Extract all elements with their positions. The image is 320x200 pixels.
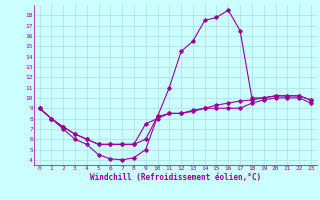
X-axis label: Windchill (Refroidissement éolien,°C): Windchill (Refroidissement éolien,°C) (90, 173, 261, 182)
